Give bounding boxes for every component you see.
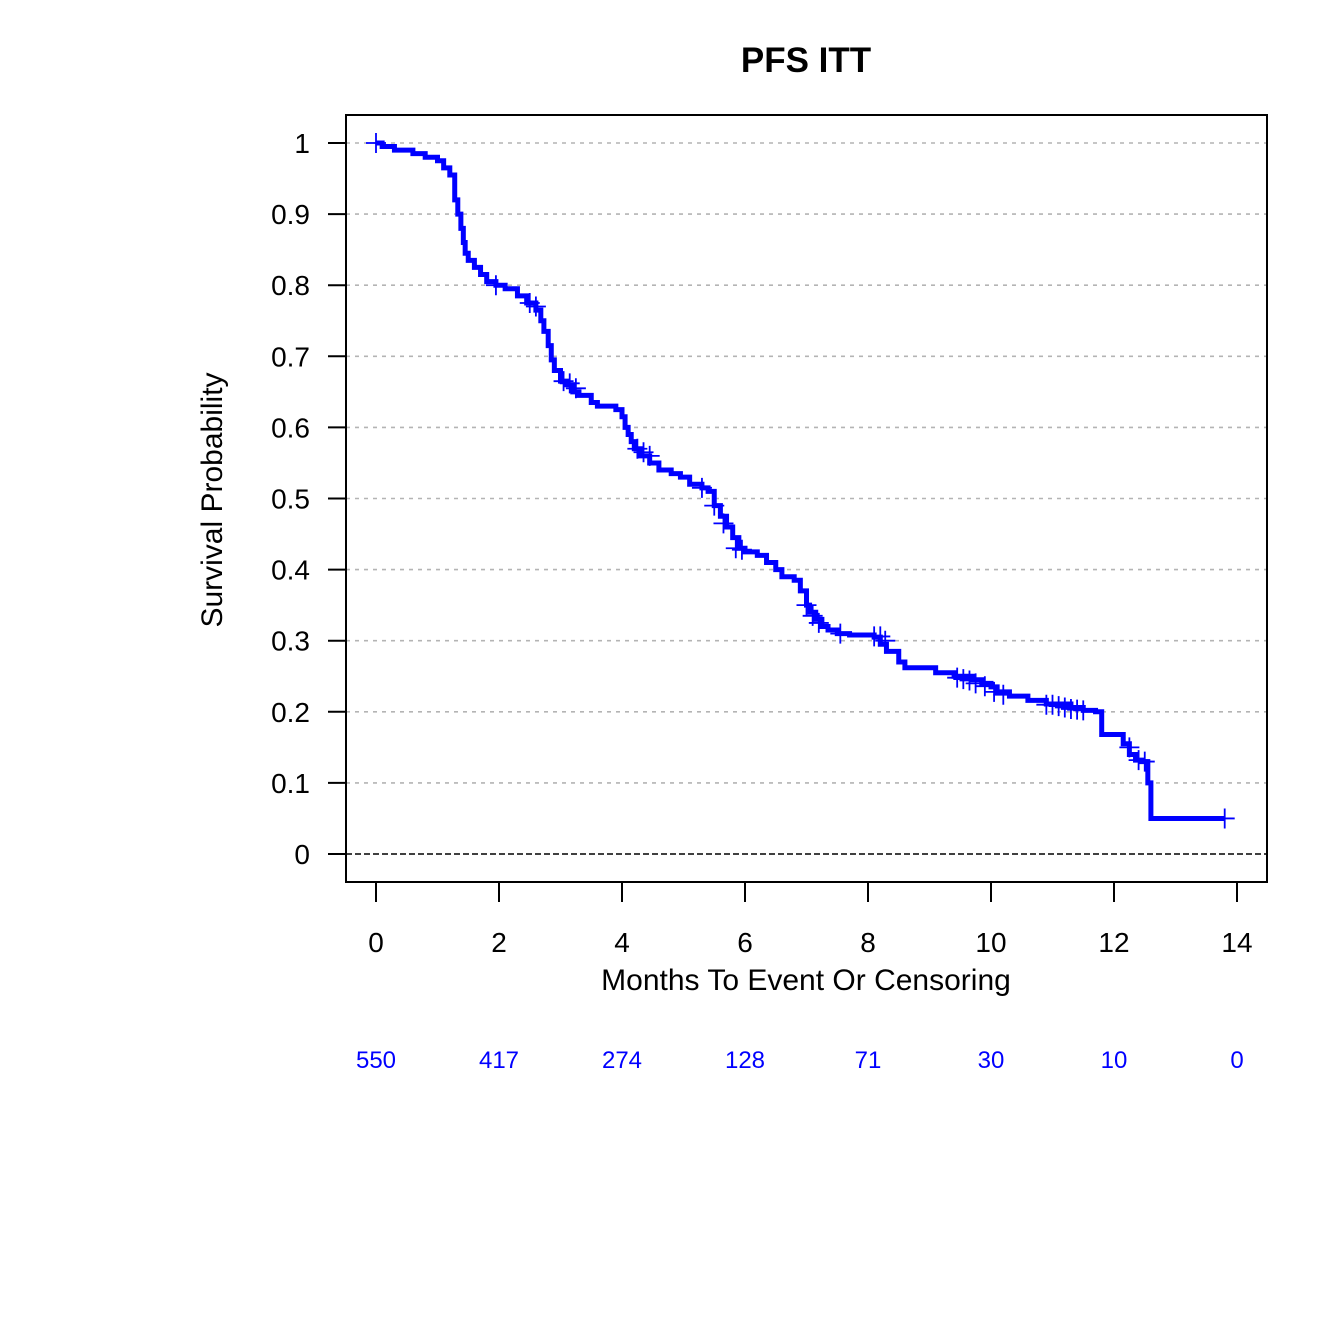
at-risk-count-0: 550 (356, 1047, 396, 1074)
censor-mark-25 (965, 673, 986, 694)
x-axis-ticks: 0 2 4 6 8 10 12 14 (368, 882, 1253, 958)
at-risk-count-6: 10 (1101, 1047, 1128, 1074)
y-tick-label-9: 0.9 (271, 199, 310, 230)
x-tick-label-4: 8 (860, 927, 876, 958)
censor-mark-36 (1119, 737, 1140, 758)
plot-frame (345, 114, 1268, 883)
censor-mark-6 (565, 378, 586, 399)
censor-mark-12 (713, 513, 734, 534)
chart-title: PFS ITT (741, 41, 871, 80)
x-tick-label-6: 12 (1098, 927, 1129, 958)
censor-mark-3 (525, 296, 546, 317)
censor-mark-1 (485, 275, 506, 296)
y-tick-label-1: 0.1 (271, 768, 310, 799)
x-tick-label-3: 6 (737, 927, 753, 958)
y-tick-label-8: 0.8 (271, 270, 310, 301)
y-axis-label: Survival Probability (196, 372, 229, 627)
censor-mark-14 (731, 539, 752, 560)
x-tick-label-1: 2 (491, 927, 507, 958)
y-tick-label-10: 1 (294, 128, 310, 159)
censor-mark-9 (639, 445, 660, 466)
at-risk-count-1: 417 (479, 1047, 519, 1074)
grid-lines (346, 142, 1267, 784)
censor-mark-17 (808, 612, 829, 633)
x-tick-label-0: 0 (368, 927, 384, 958)
x-tick-label-5: 10 (975, 927, 1006, 958)
at-risk-count-3: 128 (725, 1047, 765, 1074)
y-tick-label-2: 0.2 (271, 697, 310, 728)
censor-marks (366, 133, 1235, 829)
y-tick-label-7: 0.7 (271, 341, 310, 372)
numbers-at-risk-row: 550 417 274 128 71 30 10 0 (356, 1047, 1244, 1074)
censor-mark-20 (870, 626, 891, 647)
censor-mark-18 (830, 623, 851, 644)
y-tick-label-3: 0.3 (271, 626, 310, 657)
at-risk-count-7: 0 (1230, 1047, 1243, 1074)
censor-mark-15 (796, 595, 817, 616)
censor-mark-28 (993, 684, 1014, 705)
censor-mark-38 (1134, 751, 1155, 772)
y-tick-label-6: 0.6 (271, 412, 310, 443)
censor-mark-27 (984, 681, 1005, 702)
survival-curve-line (376, 140, 1225, 821)
at-risk-count-2: 274 (602, 1047, 642, 1074)
censor-mark-21 (875, 630, 896, 651)
y-tick-label-0: 0 (294, 839, 310, 870)
censor-mark-39 (1214, 808, 1235, 829)
censor-mark-35 (1073, 700, 1094, 721)
censor-mark-0 (366, 133, 386, 153)
censor-mark-11 (704, 495, 725, 516)
x-tick-label-7: 14 (1221, 927, 1252, 958)
y-tick-label-4: 0.4 (271, 555, 310, 586)
at-risk-count-4: 71 (855, 1047, 882, 1074)
x-axis-label: Months To Event Or Censoring (601, 964, 1011, 997)
y-axis-ticks: 0 0.1 0.2 0.3 0.4 0.5 0.6 0.7 0.8 0.9 1 (271, 128, 346, 870)
x-tick-label-2: 4 (614, 927, 630, 958)
y-tick-label-5: 0.5 (271, 484, 310, 515)
censor-mark-10 (691, 477, 712, 498)
at-risk-count-5: 30 (978, 1047, 1005, 1074)
censor-mark-26 (974, 676, 995, 697)
